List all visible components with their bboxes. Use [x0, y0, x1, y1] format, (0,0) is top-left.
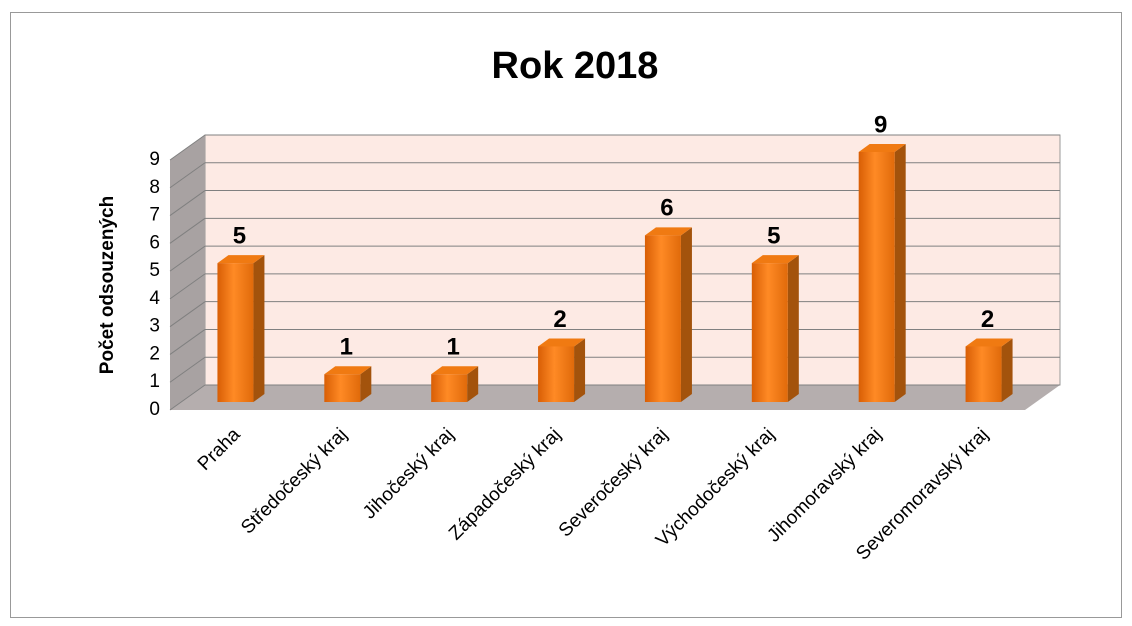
grid-line	[169, 384, 206, 411]
bar	[217, 263, 254, 402]
grid-line	[169, 301, 206, 328]
bar	[751, 263, 788, 402]
y-tick-label: 3	[149, 316, 160, 337]
grid-line	[169, 356, 206, 383]
y-tick-label: 2	[149, 343, 160, 364]
y-tick-label: 9	[149, 149, 160, 170]
data-label: 5	[233, 222, 246, 249]
y-tick-label: 8	[149, 177, 160, 198]
floor	[170, 385, 1060, 410]
bar-top	[431, 366, 479, 375]
bar-top	[965, 338, 1013, 347]
bar	[538, 346, 575, 402]
grid-line	[169, 217, 206, 244]
grid-line	[169, 329, 206, 355]
bar-side	[253, 255, 265, 402]
bar	[965, 346, 1002, 402]
data-label: 5	[767, 222, 780, 249]
side-wall	[170, 135, 205, 410]
data-label: 2	[553, 306, 566, 333]
y-axis-label: Počet odsouzených	[97, 196, 118, 374]
chart-title: Rok 2018	[492, 45, 659, 87]
grid-line	[169, 273, 206, 300]
bar	[431, 374, 468, 402]
bar	[644, 235, 681, 402]
grid-line	[169, 134, 206, 161]
y-tick-label: 7	[149, 205, 160, 226]
data-label: 9	[874, 111, 887, 138]
bar-top	[538, 338, 586, 347]
bar	[858, 152, 895, 402]
bar-top	[644, 227, 692, 236]
bar-side	[680, 227, 692, 402]
back-wall	[204, 134, 1061, 386]
bar-side	[574, 338, 586, 402]
data-label: 1	[340, 334, 353, 361]
grid-line	[169, 245, 206, 272]
bar	[324, 374, 361, 402]
data-label: 1	[447, 334, 460, 361]
y-tick-label: 5	[149, 260, 160, 281]
bar-side	[1001, 338, 1013, 402]
bar-side	[467, 366, 479, 402]
grid-line	[169, 190, 206, 216]
bar-side	[360, 366, 372, 402]
data-label: 2	[981, 306, 994, 333]
y-tick-label: 0	[149, 399, 160, 420]
bar-side	[894, 144, 906, 402]
bar-top	[217, 255, 265, 264]
grid-line	[169, 162, 206, 189]
data-label: 6	[660, 195, 673, 222]
y-tick-label: 4	[149, 288, 160, 309]
bar-top	[858, 144, 906, 152]
bar-side	[787, 255, 799, 402]
bar-top	[751, 255, 799, 264]
y-tick-label: 1	[149, 371, 160, 392]
y-tick-label: 6	[149, 232, 160, 253]
bar-top	[324, 366, 372, 375]
